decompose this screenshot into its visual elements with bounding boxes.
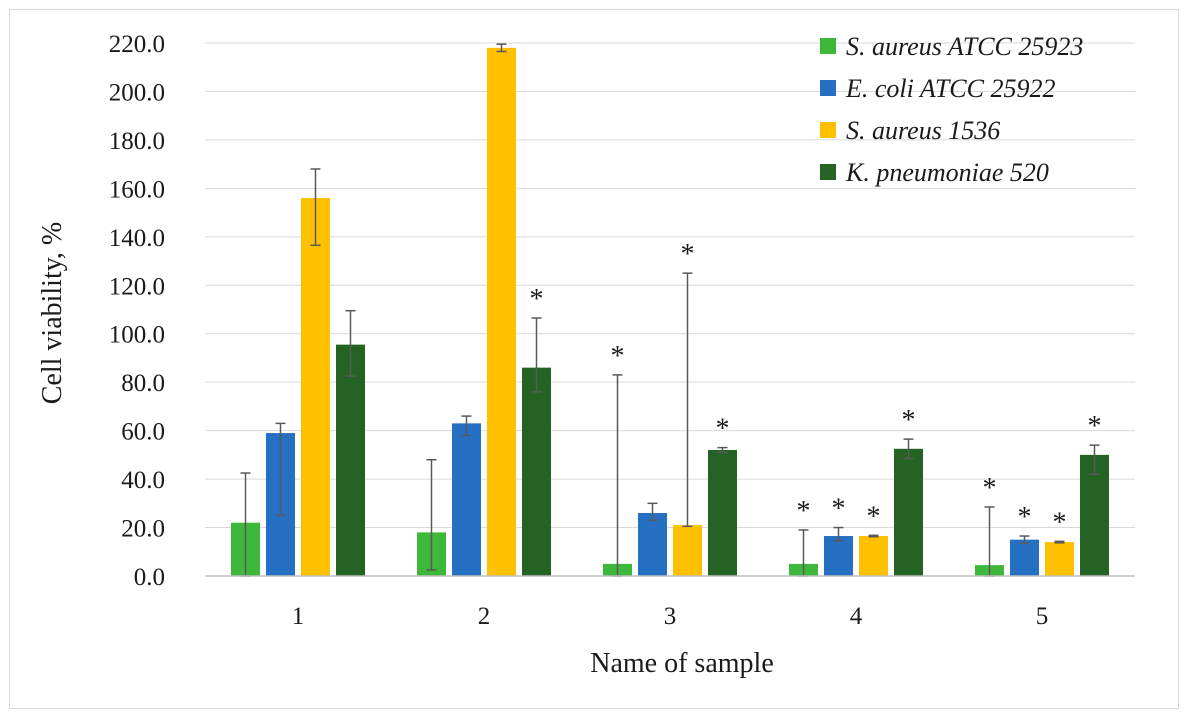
x-tick-label: 2 [478, 603, 491, 630]
bar [522, 367, 551, 576]
bar [336, 344, 365, 576]
bar [452, 423, 481, 576]
legend-swatch [820, 164, 836, 180]
y-tick-label: 100.0 [109, 322, 165, 349]
legend-label: E. coli ATCC 25922 [845, 74, 1055, 103]
error-bar [275, 422, 286, 517]
significance-asterisk: * [983, 473, 997, 504]
y-tick-label: 0.0 [134, 564, 165, 591]
legend-item: S. aureus 1536 [820, 116, 1000, 145]
y-tick-label: 80.0 [121, 370, 165, 397]
significance-asterisk: * [867, 501, 881, 532]
bar [894, 448, 923, 576]
bar [301, 198, 330, 576]
significance-asterisk: * [530, 284, 544, 315]
y-tick-label: 20.0 [121, 516, 165, 543]
error-bar [1054, 540, 1065, 544]
bar [487, 47, 516, 576]
significance-asterisk: * [681, 239, 695, 270]
legend-item: E. coli ATCC 25922 [820, 74, 1055, 103]
significance-asterisk: * [1053, 507, 1067, 538]
significance-asterisk: * [902, 405, 916, 436]
bar [1080, 454, 1109, 576]
legend-label: K. pneumoniae 520 [845, 158, 1049, 187]
error-bar [310, 168, 321, 247]
y-axis-title: Cell viability, % [37, 222, 68, 405]
y-tick-label: 180.0 [109, 128, 165, 155]
error-bar [1089, 444, 1100, 475]
error-bar [868, 534, 879, 538]
x-axis-title: Name of sample [590, 648, 774, 679]
error-bar [717, 446, 728, 454]
y-tick-label: 40.0 [121, 467, 165, 494]
error-bar [647, 502, 658, 522]
y-tick-label: 120.0 [109, 273, 165, 300]
significance-asterisk: * [716, 414, 730, 445]
significance-asterisk: * [832, 494, 846, 525]
x-tick-label: 1 [292, 603, 305, 630]
legend-item: K. pneumoniae 520 [820, 158, 1049, 187]
legend-swatch [820, 38, 836, 54]
bar [708, 450, 737, 576]
bar [673, 525, 702, 576]
error-bars [240, 43, 1100, 577]
x-tick-label: 5 [1036, 603, 1049, 630]
error-bar [426, 458, 437, 571]
bar [638, 513, 667, 576]
y-tick-label: 60.0 [121, 419, 165, 446]
error-bar [1019, 535, 1030, 545]
significance-asterisk: * [1018, 502, 1032, 533]
legend-label: S. aureus 1536 [846, 116, 1000, 145]
y-tick-label: 160.0 [109, 176, 165, 203]
legend-swatch [820, 122, 836, 138]
legend-item: S. aureus ATCC 25923 [820, 32, 1083, 61]
x-tick-label: 4 [850, 603, 863, 630]
error-bar [833, 526, 844, 542]
significance-asterisk: * [1088, 411, 1102, 442]
y-tick-label: 140.0 [109, 225, 165, 252]
y-tick-label: 220.0 [109, 31, 165, 58]
y-axis-ticks: 0.0 20.0 40.0 60.0 80.0 100.0 120.0 140.0 160.0 1… [109, 31, 165, 591]
error-bar [531, 317, 542, 393]
error-bar [496, 43, 507, 53]
bar [1010, 539, 1039, 576]
error-bar [461, 415, 472, 437]
error-bar [345, 309, 356, 377]
error-bar [612, 374, 623, 577]
bar-chart: 0.0 20.0 40.0 60.0 80.0 100.0 120.0 140.0 160.0 1… [37, 31, 1135, 679]
bar [859, 536, 888, 576]
legend-label: S. aureus ATCC 25923 [846, 32, 1083, 61]
x-tick-label: 3 [664, 603, 677, 630]
bar [824, 536, 853, 576]
legend: S. aureus ATCC 25923 E. coli ATCC 25922 S.… [820, 32, 1083, 187]
legend-swatch [820, 80, 836, 96]
bar [1045, 542, 1074, 576]
significance-asterisk: * [611, 341, 625, 372]
x-axis-ticks: 1 2 3 4 5 [292, 603, 1049, 630]
error-bar [682, 272, 693, 528]
significance-asterisk: * [797, 496, 811, 527]
chart-frame: 0.0 20.0 40.0 60.0 80.0 100.0 120.0 140.0 160.0 1… [9, 9, 1179, 709]
y-tick-label: 200.0 [109, 79, 165, 106]
error-bar [903, 438, 914, 460]
significance-marks: * * * * * * * * * * * * [530, 239, 1102, 538]
